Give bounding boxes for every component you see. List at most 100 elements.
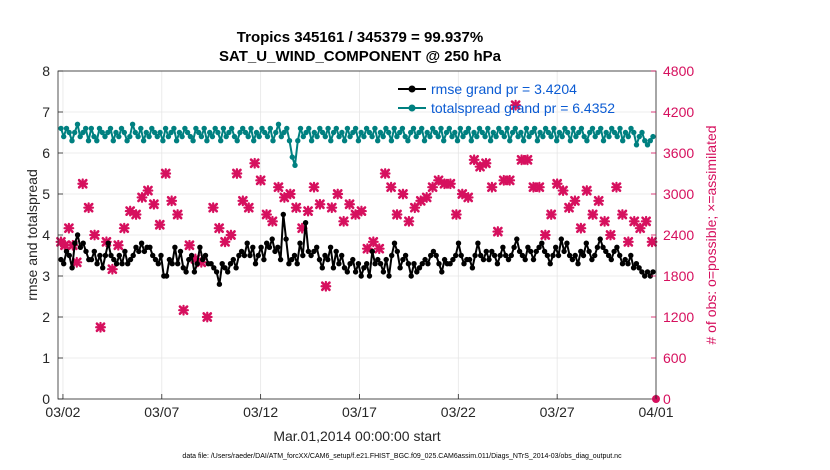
spread-point [339,129,345,136]
spread-point [551,125,557,132]
spread-point [625,133,631,140]
rmse-point [633,261,640,267]
spread-point [449,133,455,140]
spread-point [631,129,637,136]
spread-point [430,125,436,132]
spread-point [369,133,375,140]
rmse-point [213,269,220,275]
spread-point [162,125,169,132]
grid [58,70,657,400]
spread-point [441,138,447,144]
rmse-point [411,261,417,267]
obs-marker [213,222,225,234]
rmse-point [402,252,409,259]
rmse-point [397,265,403,271]
obs-marker [225,229,237,241]
rmse-point [455,240,462,246]
spread-point [496,125,502,132]
obs-marker [308,181,320,193]
x-tick-label: 03/07 [144,404,179,420]
rmse-line [60,213,654,286]
rmse-point [419,261,425,267]
spread-point [537,129,543,136]
rmse-point [547,261,553,267]
chart-title: Tropics 345161 / 345379 = 99.937% [237,29,483,46]
spread-point [452,129,458,136]
rmse-point [494,261,501,267]
spread-point [476,125,483,132]
rmse-point [619,261,626,267]
obs-marker [421,191,433,203]
spread-point [226,129,232,136]
obs-marker [344,198,356,210]
y2-tick-label: 600 [663,350,687,366]
spread-point [102,133,108,140]
spread-point [77,133,83,140]
spread-point [262,129,268,136]
obs-marker [599,215,611,227]
spread-point [204,138,210,144]
rmse-point [147,244,153,250]
spread-point [237,129,243,136]
spread-point [578,125,585,132]
spread-point [297,125,304,132]
obs-marker [95,321,106,333]
rmse-point [208,261,214,267]
rmse-point [108,252,114,259]
y2-tick-label: 3000 [663,186,694,202]
rmse-point [394,248,400,255]
rmse-point [155,261,161,267]
spread-point [193,125,199,132]
spread-point [352,125,359,132]
obs-marker [581,185,593,197]
spread-point [545,129,552,136]
spread-point [292,162,298,168]
y2-axis-ticks: 0 600 1200 1800 2400 3000 3600 4200 4800 [651,63,694,407]
rmse-point [597,236,603,242]
spread-point [600,138,607,144]
rmse-point [564,240,570,246]
spread-point [534,138,541,144]
spread-point [129,121,136,128]
rmse-point [252,261,259,267]
spread-point [416,129,422,136]
obs-marker [142,185,154,197]
rmse-point [258,244,264,250]
spread-point [234,138,240,144]
obs-marker [320,280,332,292]
spread-point [113,129,119,136]
spread-point [330,129,337,136]
spread-point [540,133,546,140]
rmse-point [180,265,186,271]
rmse-point [578,248,584,255]
legend: rmse grand pr = 3.4204 totalspread grand… [398,81,615,116]
rmse-point [605,252,612,259]
rmse-point [650,269,656,275]
spread-point [209,133,216,140]
rmse-point [72,240,78,246]
spread-point [504,125,510,132]
obs-marker [557,185,569,197]
spread-point [267,125,273,132]
obs-marker [356,205,367,217]
spread-point [231,133,238,140]
spread-point [520,138,527,144]
rmse-point [202,252,209,259]
obs-marker [243,202,255,214]
rmse-point [553,244,559,250]
rmse-point [489,248,495,255]
rmse-point [136,248,142,255]
rmse-point [400,256,406,263]
spread-point [512,125,518,132]
spread-point [388,138,395,144]
spread-point [454,138,461,144]
spread-point [80,129,86,136]
rmse-point [439,269,445,275]
y-tick-label: 3 [42,268,50,284]
rmse-point [519,252,526,259]
spread-point [394,133,400,140]
rmse-point [102,252,109,259]
spread-point [424,129,430,136]
spread-point [372,125,378,132]
rmse-point [600,244,606,250]
